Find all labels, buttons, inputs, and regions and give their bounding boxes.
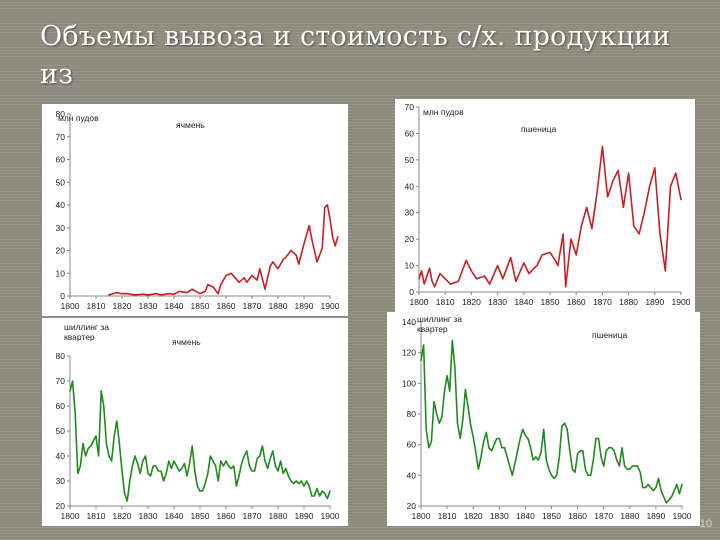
x-tick-label: 1880 [269, 511, 288, 521]
y-tick-label: 70 [56, 376, 66, 386]
x-tick-label: 1850 [542, 511, 561, 521]
chart-annotation: шиллинг за квартер [417, 314, 462, 334]
x-tick-label: 1900 [672, 297, 691, 307]
x-tick-label: 1810 [438, 511, 457, 521]
y-tick-label: 50 [56, 177, 66, 187]
x-tick-label: 1880 [619, 297, 638, 307]
x-tick-label: 1810 [87, 511, 106, 521]
y-tick-label: 10 [405, 261, 415, 271]
series-line [420, 339, 683, 504]
chart-annotation: млн пудов [58, 113, 99, 123]
x-tick-label: 1840 [514, 297, 533, 307]
x-tick-label: 1860 [567, 297, 586, 307]
x-tick-label: 1850 [191, 511, 210, 521]
x-tick-label: 1840 [516, 511, 535, 521]
y-tick-label: 40 [405, 181, 415, 191]
x-tick-label: 1830 [488, 297, 507, 307]
y-tick-label: 100 [402, 378, 416, 388]
x-tick-label: 1850 [541, 297, 560, 307]
y-tick-label: 0 [60, 291, 65, 301]
x-tick-label: 1820 [113, 511, 132, 521]
y-tick-label: 70 [56, 132, 66, 142]
x-tick-label: 1820 [464, 511, 483, 521]
y-tick-label: 20 [56, 246, 66, 256]
y-tick-label: 80 [56, 109, 66, 119]
x-tick-label: 1890 [646, 511, 665, 521]
x-tick-label: 1900 [321, 301, 340, 311]
chart-barley-price: 20 30 40 50 60 70 80 1800 1810 1820 1830 1840 1850 18… [56, 322, 340, 521]
y-tick-label: 80 [407, 409, 417, 419]
chart-barley-export: 0 10 20 30 40 50 60 70 80 1800 1810 1820 1830 1840 185… [56, 109, 340, 311]
y-tick-label: 60 [56, 401, 66, 411]
y-tick-label: 70 [405, 102, 415, 112]
x-tick-label: 1870 [243, 301, 262, 311]
y-tick-label: 0 [409, 287, 414, 297]
chart-panel-barley-price: 20 30 40 50 60 70 80 1800 1810 1820 1830 1840 1850 18… [42, 318, 348, 526]
x-tick-label: 1820 [462, 297, 481, 307]
y-tick-label: 40 [56, 200, 66, 210]
chart-annotation: млн пудов [423, 107, 464, 117]
x-tick-label: 1810 [436, 297, 455, 307]
y-tick-label: 60 [407, 440, 417, 450]
x-tick-label: 1830 [139, 511, 158, 521]
chart-panel-wheat-export: 0 10 20 30 40 50 60 70 1800 1810 1820 1830 1840 1850 1… [395, 99, 695, 312]
y-tick-label: 60 [405, 128, 415, 138]
chart-wheat-price: 20 40 60 80 100 120 140 1800 1810 1820 1830 1840 185… [402, 314, 692, 521]
chart-panel-wheat-price: 20 40 60 80 100 120 140 1800 1810 1820 1830 1840 185… [387, 312, 700, 526]
y-tick-label: 120 [402, 348, 416, 358]
y-tick-label: 50 [405, 155, 415, 165]
x-tick-label: 1830 [139, 301, 158, 311]
y-tick-label: 20 [56, 501, 66, 511]
y-tick-label: 30 [405, 208, 415, 218]
y-tick-label: 30 [56, 476, 66, 486]
chart-wheat-export: 0 10 20 30 40 50 60 70 1800 1810 1820 1830 1840 1850 1… [405, 102, 691, 307]
y-tick-label: 10 [56, 268, 66, 278]
x-tick-label: 1860 [217, 511, 236, 521]
x-tick-label: 1880 [620, 511, 639, 521]
x-tick-label: 1800 [412, 511, 431, 521]
y-tick-label: 50 [56, 426, 66, 436]
y-tick-label: 20 [405, 234, 415, 244]
x-tick-label: 1830 [490, 511, 509, 521]
x-tick-label: 1890 [295, 301, 314, 311]
y-tick-label: 60 [56, 155, 66, 165]
y-tick-label: 40 [56, 451, 66, 461]
x-tick-label: 1900 [321, 511, 340, 521]
x-tick-label: 1800 [61, 511, 80, 521]
x-tick-label: 1800 [61, 301, 80, 311]
x-tick-label: 1860 [217, 301, 236, 311]
x-tick-label: 1870 [243, 511, 262, 521]
y-tick-label: 30 [56, 223, 66, 233]
chart-annotation: пшеница [592, 330, 627, 340]
x-tick-label: 1820 [113, 301, 132, 311]
y-tick-label: 80 [56, 351, 66, 361]
slide-number: 10 [699, 518, 712, 530]
slide-title-line-1: Объемы вывоза и стоимость с/х. продукции… [40, 21, 671, 90]
series-line [418, 145, 682, 288]
y-tick-label: 40 [407, 470, 417, 480]
x-tick-label: 1890 [645, 297, 664, 307]
chart-annotation: ячмень [172, 337, 201, 347]
chart-annotation: шиллинг за квартер [64, 322, 109, 342]
x-tick-label: 1840 [165, 511, 184, 521]
series-line [108, 204, 339, 296]
x-tick-label: 1860 [568, 511, 587, 521]
x-tick-label: 1900 [673, 511, 692, 521]
x-tick-label: 1880 [269, 301, 288, 311]
chart-panel-barley-export: 0 10 20 30 40 50 60 70 80 1800 1810 1820 1830 1840 185… [42, 104, 348, 316]
chart-annotation: пшеница [521, 124, 556, 134]
y-tick-label: 140 [402, 317, 416, 327]
x-tick-label: 1870 [594, 511, 613, 521]
x-tick-label: 1870 [593, 297, 612, 307]
series-line [69, 380, 331, 502]
x-tick-label: 1800 [410, 297, 429, 307]
x-tick-label: 1810 [87, 301, 106, 311]
x-tick-label: 1840 [165, 301, 184, 311]
chart-annotation: ячмень [176, 120, 205, 130]
y-tick-label: 20 [407, 501, 417, 511]
x-tick-label: 1890 [295, 511, 314, 521]
x-tick-label: 1850 [191, 301, 210, 311]
